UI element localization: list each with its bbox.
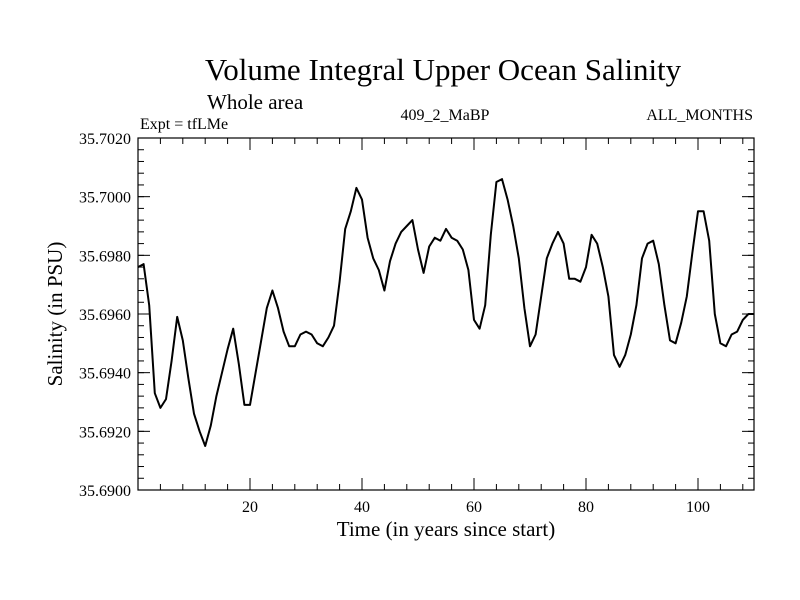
y-tick-label: 35.6900 <box>79 483 131 500</box>
x-tick-labels: 20 40 60 80 100 <box>242 499 710 516</box>
x-tick-label: 20 <box>242 499 258 516</box>
x-tick-label: 60 <box>466 499 482 516</box>
y-tick-label: 35.7020 <box>79 131 131 148</box>
chart-subtitle: Whole area <box>207 90 304 114</box>
salinity-line <box>137 178 754 447</box>
plot-frame <box>137 137 755 491</box>
y-tick-label: 35.6980 <box>79 248 131 265</box>
axis-ticks <box>138 137 754 491</box>
y-tick-labels: 35.6900 35.6920 35.6940 35.6960 35.6980 35.70… <box>79 131 131 500</box>
x-tick-label: 80 <box>578 499 594 516</box>
y-axis-label: Salinity (in PSU) <box>43 242 67 387</box>
y-tick-label: 35.7000 <box>79 190 131 207</box>
x-tick-label: 100 <box>686 499 710 516</box>
x-axis-label: Time (in years since start) <box>337 517 556 541</box>
x-tick-label: 40 <box>354 499 370 516</box>
chart-title: Volume Integral Upper Ocean Salinity <box>204 52 682 87</box>
run-label: 409_2_MaBP <box>400 107 490 124</box>
experiment-label: Expt = tfLMe <box>140 116 229 133</box>
y-tick-label: 35.6960 <box>79 307 131 324</box>
y-tick-label: 35.6920 <box>79 424 131 441</box>
y-tick-label: 35.6940 <box>79 366 131 383</box>
period-label: ALL_MONTHS <box>646 107 753 124</box>
